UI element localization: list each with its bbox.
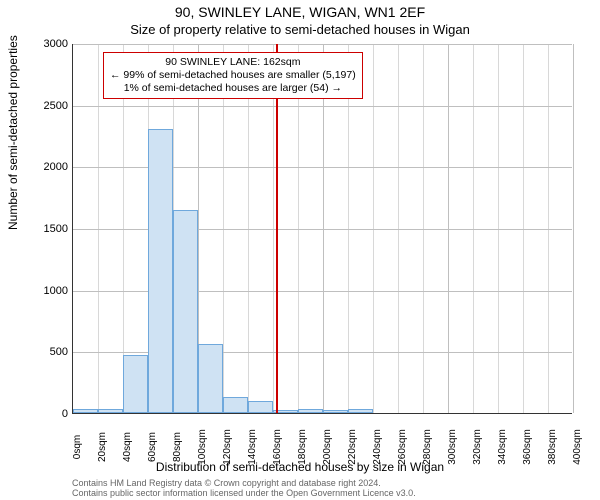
histogram-bar: [98, 409, 123, 413]
x-tick-label: 20sqm: [97, 432, 108, 462]
callout-line-1: 90 SWINLEY LANE: 162sqm: [110, 56, 356, 69]
x-tick-label: 300sqm: [447, 429, 458, 465]
y-axis-label: Number of semi-detached properties: [6, 35, 20, 230]
x-tick-label: 320sqm: [472, 429, 483, 465]
callout-line-3: 1% of semi-detached houses are larger (5…: [110, 82, 356, 95]
histogram-bar: [73, 409, 98, 413]
chart-title-main: 90, SWINLEY LANE, WIGAN, WN1 2EF: [0, 4, 600, 20]
marker-callout: 90 SWINLEY LANE: 162sqm ← 99% of semi-de…: [103, 52, 363, 99]
y-tick-label: 1500: [8, 223, 68, 235]
footnote: Contains HM Land Registry data © Crown c…: [72, 478, 416, 498]
histogram-bar: [173, 210, 198, 414]
histogram-bar: [248, 401, 273, 413]
histogram-bar: [323, 410, 348, 413]
x-tick-label: 180sqm: [297, 429, 308, 465]
x-tick-label: 260sqm: [397, 429, 408, 465]
histogram-bar: [123, 355, 148, 413]
footnote-line-1: Contains HM Land Registry data © Crown c…: [72, 478, 416, 488]
x-tick-label: 400sqm: [572, 429, 583, 465]
x-tick-label: 100sqm: [197, 429, 208, 465]
x-tick-label: 0sqm: [72, 435, 83, 459]
y-tick-label: 1000: [8, 285, 68, 297]
x-tick-label: 160sqm: [272, 429, 283, 465]
x-tick-label: 120sqm: [222, 429, 233, 465]
y-tick-label: 3000: [8, 38, 68, 50]
histogram-bar: [148, 129, 173, 413]
x-tick-label: 40sqm: [122, 432, 133, 462]
y-tick-label: 0: [8, 408, 68, 420]
histogram-bar: [198, 344, 223, 413]
grid-vline: [573, 44, 574, 413]
footnote-line-2: Contains public sector information licen…: [72, 488, 416, 498]
x-tick-label: 200sqm: [322, 429, 333, 465]
grid-hline: [73, 44, 572, 45]
grid-hline: [73, 106, 572, 107]
histogram-bar: [348, 409, 373, 413]
x-tick-label: 220sqm: [347, 429, 358, 465]
x-tick-label: 80sqm: [172, 432, 183, 462]
x-tick-label: 380sqm: [547, 429, 558, 465]
y-tick-label: 2000: [8, 161, 68, 173]
y-tick-label: 500: [8, 346, 68, 358]
x-tick-label: 360sqm: [522, 429, 533, 465]
plot-area: 90 SWINLEY LANE: 162sqm ← 99% of semi-de…: [72, 44, 572, 414]
x-tick-label: 340sqm: [497, 429, 508, 465]
y-tick-label: 2500: [8, 100, 68, 112]
callout-line-2: ← 99% of semi-detached houses are smalle…: [110, 69, 356, 82]
x-tick-label: 240sqm: [372, 429, 383, 465]
histogram-chart: 90, SWINLEY LANE, WIGAN, WN1 2EF Size of…: [0, 0, 600, 500]
x-tick-label: 140sqm: [247, 429, 258, 465]
histogram-bar: [223, 397, 248, 413]
x-tick-label: 60sqm: [147, 432, 158, 462]
chart-title-sub: Size of property relative to semi-detach…: [0, 22, 600, 37]
histogram-bar: [298, 409, 323, 413]
x-tick-label: 280sqm: [422, 429, 433, 465]
